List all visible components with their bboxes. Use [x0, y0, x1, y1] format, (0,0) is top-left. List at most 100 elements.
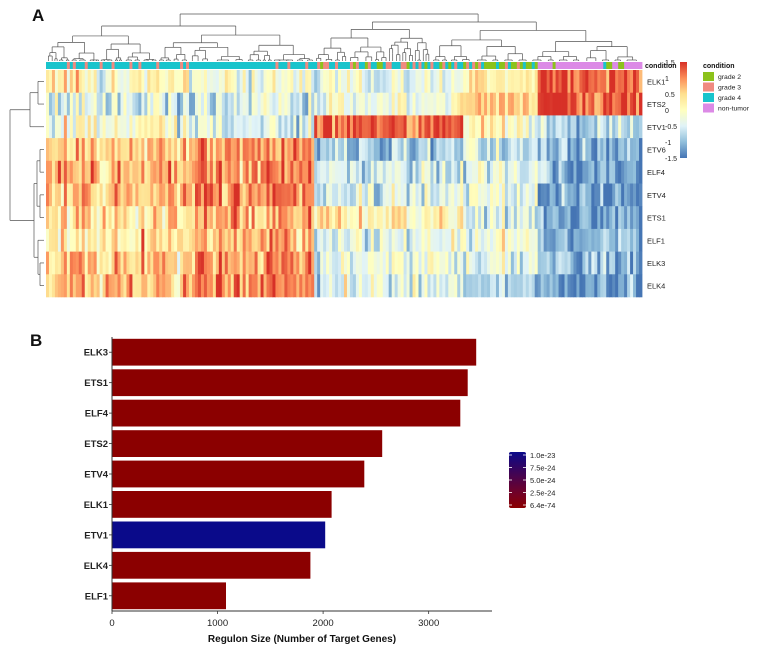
- heatmap-cell: [493, 274, 497, 298]
- heatmap-cell: [57, 160, 62, 184]
- heatmap-cell: [400, 160, 404, 184]
- heatmap-cell: [409, 70, 413, 93]
- heatmap-cell: [549, 251, 553, 275]
- heatmap-cell: [636, 228, 640, 252]
- heatmap-cell: [540, 206, 545, 230]
- heatmap-cell: [594, 251, 598, 275]
- heatmap-cell: [624, 160, 628, 184]
- heatmap-cell: [627, 138, 631, 162]
- heatmap-cell: [636, 160, 640, 184]
- heatmap-cell: [579, 92, 583, 116]
- annotation-cell: [466, 62, 470, 69]
- heatmap-cell: [412, 160, 416, 184]
- heatmap-cell: [475, 183, 479, 207]
- heatmap-cell: [275, 160, 279, 184]
- heatmap-cell: [293, 115, 297, 139]
- heatmap-cell: [105, 274, 109, 298]
- heatmap-cell: [409, 274, 413, 298]
- heatmap-cell: [430, 206, 434, 230]
- heatmap-cell: [239, 92, 244, 116]
- heatmap-cell: [537, 92, 542, 116]
- heatmap-cell: [78, 228, 83, 252]
- heatmap-cell: [397, 183, 402, 207]
- heatmap-cell: [138, 70, 142, 93]
- heatmap-cell: [195, 274, 199, 298]
- heatmap-cell: [63, 183, 68, 207]
- heatmap-cell: [370, 92, 375, 116]
- heatmap-cell: [630, 160, 634, 184]
- heatmap-cell: [99, 160, 104, 184]
- heatmap-cell: [338, 92, 342, 116]
- heatmap-cell: [341, 228, 345, 252]
- x-tick-label: 0: [109, 618, 114, 629]
- heatmap-cell: [570, 160, 574, 184]
- heatmap-cell: [78, 274, 83, 298]
- heatmap-cell: [495, 92, 500, 116]
- heatmap-cell: [433, 138, 437, 162]
- heatmap-cell: [200, 183, 205, 207]
- heatmap-cell: [195, 115, 199, 139]
- heatmap-cell: [478, 228, 482, 252]
- heatmap-cell: [251, 115, 255, 139]
- heatmap-cell: [341, 183, 345, 207]
- heatmap-cell: [490, 92, 494, 116]
- heatmap-cell: [382, 160, 387, 184]
- heatmap-cell: [48, 206, 53, 230]
- heatmap-cell: [141, 274, 145, 298]
- heatmap-cell: [537, 138, 542, 162]
- heatmap-cell: [87, 115, 92, 139]
- annotation-cell: [141, 62, 145, 69]
- annotation-cell: [534, 62, 539, 69]
- heatmap-cell: [314, 160, 318, 184]
- heatmap-cell: [367, 160, 372, 184]
- heatmap-cell: [433, 92, 437, 116]
- heatmap-cell: [257, 228, 261, 252]
- heatmap-cell: [573, 228, 577, 252]
- heatmap-cell: [78, 92, 83, 116]
- heatmap-cell: [513, 92, 518, 116]
- heatmap-cell: [534, 206, 539, 230]
- heatmap-cell: [144, 138, 148, 162]
- heatmap-cell: [445, 160, 449, 184]
- annotation-cell: [546, 62, 551, 69]
- heatmap-cell: [415, 70, 419, 93]
- heatmap-cell: [451, 92, 455, 116]
- heatmap-cell: [159, 251, 163, 275]
- colorbar-tick-label: -0.5: [665, 124, 677, 131]
- heatmap-cell: [135, 228, 139, 252]
- heatmap-cell: [69, 274, 74, 298]
- heatmap-cell: [287, 228, 291, 252]
- heatmap-cell: [192, 183, 196, 207]
- heatmap-cell: [156, 138, 160, 162]
- heatmap-cell: [93, 206, 98, 230]
- annotation-cell: [403, 62, 407, 69]
- heatmap-cell: [451, 115, 455, 139]
- heatmap-cell: [352, 251, 357, 275]
- heatmap-cell: [445, 206, 449, 230]
- annotation-cell: [186, 62, 190, 69]
- heatmap-cell: [126, 138, 130, 162]
- heatmap-cell: [406, 92, 410, 116]
- heatmap-cell: [415, 115, 419, 139]
- heatmap-cell: [451, 228, 455, 252]
- heatmap-cell: [51, 228, 56, 252]
- heatmap-cell: [159, 160, 163, 184]
- heatmap-cell: [293, 160, 297, 184]
- heatmap-cell: [478, 206, 482, 230]
- heatmap-cell: [168, 138, 172, 162]
- heatmap-cell: [51, 206, 56, 230]
- heatmap-cell: [510, 138, 515, 162]
- heatmap-cell: [51, 183, 56, 207]
- annotation-cell: [519, 62, 524, 69]
- heatmap-cell: [597, 92, 601, 116]
- heatmap-cell: [177, 70, 181, 93]
- annotation-cell: [257, 62, 261, 69]
- heatmap-cell: [454, 274, 458, 298]
- heatmap-cell: [543, 206, 548, 230]
- heatmap-cell: [254, 183, 258, 207]
- heatmap-cell: [284, 92, 288, 116]
- heatmap-cell: [224, 92, 229, 116]
- heatmap-cell: [624, 274, 628, 298]
- heatmap-cell: [114, 115, 118, 139]
- heatmap-cell: [436, 228, 440, 252]
